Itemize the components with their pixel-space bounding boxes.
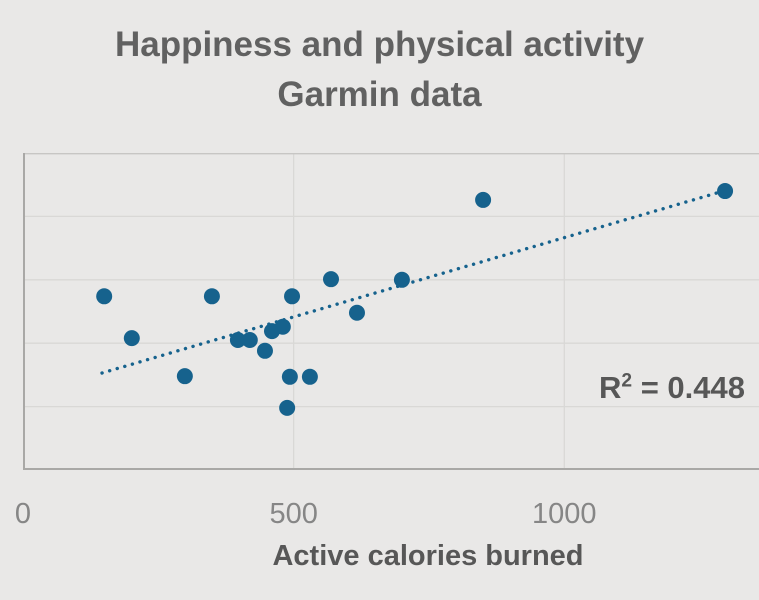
data-point — [717, 183, 734, 200]
data-point — [322, 271, 339, 288]
chart-title: Happiness and physical activity Garmin d… — [0, 20, 759, 120]
data-point — [241, 332, 258, 349]
trendline — [100, 188, 730, 375]
chart-title-line1: Happiness and physical activity — [114, 25, 645, 64]
data-point — [475, 191, 492, 208]
data-point — [281, 368, 298, 385]
r-squared-sup: 2 — [621, 370, 633, 392]
x-axis-tick-row: 0 500 1000 — [15, 498, 759, 530]
plot-area — [23, 153, 759, 470]
data-point — [176, 368, 193, 385]
chart-title-line2: Garmin data — [277, 75, 482, 114]
r-squared-annotation: R2 = 0.448 — [599, 370, 745, 406]
data-point — [393, 271, 410, 288]
data-point — [123, 330, 140, 347]
r-squared-base: R — [599, 370, 622, 405]
x-axis-title: Active calories burned — [272, 540, 584, 572]
data-point — [203, 288, 220, 305]
data-point — [256, 342, 273, 359]
data-point — [284, 288, 301, 305]
data-point — [274, 318, 291, 335]
plot-svg — [23, 153, 759, 470]
data-point — [229, 332, 246, 349]
x-axis-tick-label: 500 — [269, 498, 318, 530]
r-squared-value: = 0.448 — [632, 370, 745, 405]
data-point — [301, 368, 318, 385]
data-point — [348, 304, 365, 321]
data-point — [279, 399, 296, 416]
x-axis-tick-label: 1000 — [532, 498, 597, 530]
x-axis-tick-label: 0 — [14, 498, 32, 530]
data-point — [96, 288, 113, 305]
